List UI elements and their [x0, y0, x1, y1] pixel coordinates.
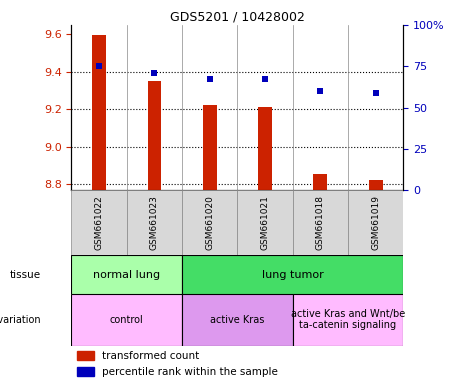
- Text: normal lung: normal lung: [93, 270, 160, 280]
- Bar: [182, 190, 237, 255]
- Bar: [369, 180, 383, 190]
- Text: GSM661019: GSM661019: [371, 195, 380, 250]
- Point: [95, 63, 103, 70]
- Text: active Kras and Wnt/be
ta-catenin signaling: active Kras and Wnt/be ta-catenin signal…: [291, 309, 405, 331]
- Bar: [182, 255, 403, 294]
- Title: GDS5201 / 10428002: GDS5201 / 10428002: [170, 11, 305, 24]
- Text: GSM661023: GSM661023: [150, 195, 159, 250]
- Text: active Kras: active Kras: [210, 314, 265, 325]
- Point: [206, 76, 213, 83]
- Bar: [148, 81, 161, 190]
- Bar: [77, 367, 94, 376]
- Text: GSM661018: GSM661018: [316, 195, 325, 250]
- Bar: [258, 107, 272, 190]
- Text: percentile rank within the sample: percentile rank within the sample: [102, 366, 278, 377]
- Bar: [77, 351, 94, 360]
- Text: tissue: tissue: [10, 270, 41, 280]
- Text: transformed count: transformed count: [102, 351, 199, 361]
- Bar: [203, 105, 217, 190]
- Bar: [293, 190, 348, 255]
- Text: GSM661020: GSM661020: [205, 195, 214, 250]
- Text: lung tumor: lung tumor: [262, 270, 324, 280]
- Bar: [237, 190, 293, 255]
- Bar: [92, 35, 106, 190]
- Point: [317, 88, 324, 94]
- Bar: [71, 294, 182, 346]
- Text: GSM661022: GSM661022: [95, 195, 104, 250]
- Text: control: control: [110, 314, 144, 325]
- Bar: [127, 190, 182, 255]
- Text: GSM661021: GSM661021: [260, 195, 270, 250]
- Bar: [293, 294, 403, 346]
- Point: [261, 76, 269, 83]
- Bar: [71, 190, 127, 255]
- Point: [372, 89, 379, 96]
- Text: genotype/variation: genotype/variation: [0, 314, 41, 325]
- Bar: [182, 294, 293, 346]
- Point: [151, 70, 158, 76]
- Bar: [313, 174, 327, 190]
- Bar: [348, 190, 403, 255]
- Bar: [71, 255, 182, 294]
